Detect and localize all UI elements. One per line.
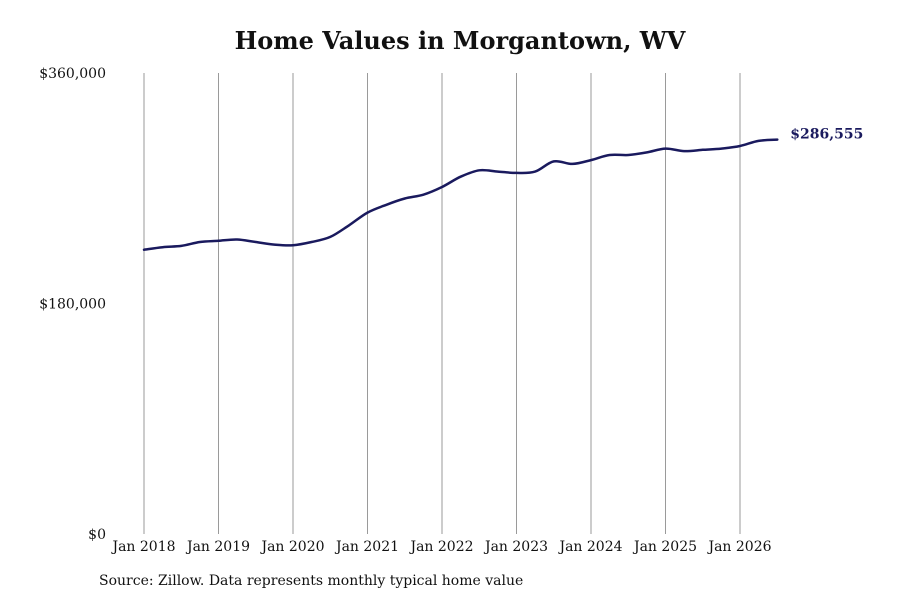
y-tick-label: $0 bbox=[88, 527, 106, 543]
source-note: Source: Zillow. Data represents monthly … bbox=[99, 573, 524, 589]
grid-lines bbox=[143, 73, 741, 534]
x-axis-ticks: Jan 2018 Jan 2019 Jan 2020 Jan 2021 Jan 2022… bbox=[110, 539, 771, 555]
y-tick-label: $360,000 bbox=[39, 66, 106, 82]
x-tick-label: Jan 2019 bbox=[185, 539, 250, 555]
chart-title: Home Values in Morgantown, WV bbox=[234, 26, 686, 55]
end-value-label: $286,555 bbox=[790, 127, 863, 143]
x-tick-label: Jan 2022 bbox=[408, 539, 473, 555]
x-tick-label: Jan 2026 bbox=[706, 539, 771, 555]
x-tick-label: Jan 2023 bbox=[483, 539, 548, 555]
x-tick-label: Jan 2018 bbox=[110, 539, 175, 555]
series-line bbox=[142, 138, 779, 251]
x-tick-label: Jan 2025 bbox=[632, 539, 697, 555]
x-tick-label: Jan 2020 bbox=[259, 539, 324, 555]
y-tick-label: $180,000 bbox=[39, 297, 106, 313]
x-tick-label: Jan 2021 bbox=[334, 539, 399, 555]
x-tick-label: Jan 2024 bbox=[557, 539, 622, 555]
y-axis-ticks: $0 $180,000 $360,000 bbox=[39, 66, 106, 543]
